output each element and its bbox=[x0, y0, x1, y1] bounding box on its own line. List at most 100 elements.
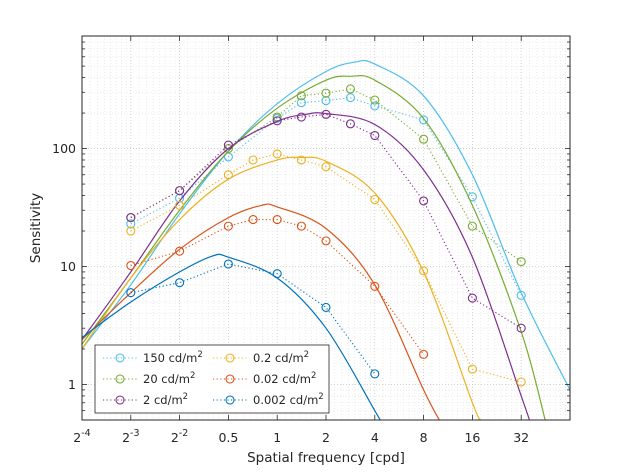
fit-curve bbox=[82, 156, 482, 420]
series-4 bbox=[82, 203, 440, 420]
fit-curve bbox=[82, 112, 531, 420]
legend-label: 0.002 cd/m2 bbox=[253, 392, 324, 407]
data-point bbox=[321, 88, 331, 98]
ticks: 2-4 2-3 2-2 0.5 1 2 4 8 16 32 1 10 100 bbox=[52, 36, 570, 445]
data-point bbox=[321, 236, 331, 246]
legend-label: 0.02 cd/m2 bbox=[253, 371, 316, 386]
x-tick-label: 0.5 bbox=[218, 430, 238, 445]
data-point bbox=[516, 377, 526, 387]
data-point bbox=[345, 84, 355, 94]
data-point bbox=[419, 134, 429, 144]
x-tick-label: 16 bbox=[464, 430, 480, 445]
legend-marker bbox=[115, 353, 125, 363]
legend-item: 0.2 cd/m2 bbox=[213, 350, 309, 365]
legend-marker bbox=[115, 395, 125, 405]
x-tick-label: 2 bbox=[322, 430, 330, 445]
legend-marker bbox=[225, 395, 235, 405]
data-line bbox=[130, 219, 425, 355]
data-point bbox=[296, 112, 306, 122]
data-point bbox=[223, 140, 233, 150]
data-point bbox=[321, 109, 331, 119]
legend-label: 20 cd/m2 bbox=[143, 371, 195, 386]
data-point bbox=[175, 200, 185, 210]
series-3 bbox=[82, 149, 526, 420]
data-point bbox=[370, 101, 380, 111]
legend-marker bbox=[225, 353, 235, 363]
data-point bbox=[126, 288, 136, 298]
data-point bbox=[370, 130, 380, 141]
data-point bbox=[419, 349, 429, 359]
legend: 150 cd/m2 20 cd/m2 2 cd/m2 0.2 cd/m2 0.02 cd… bbox=[94, 344, 330, 414]
legend-label: 2 cd/m2 bbox=[143, 392, 188, 407]
legend-item: 0.02 cd/m2 bbox=[213, 371, 316, 386]
data-line bbox=[130, 263, 376, 375]
series-layer bbox=[82, 59, 570, 420]
data-point bbox=[321, 162, 331, 172]
data-line bbox=[130, 153, 522, 383]
data-point bbox=[272, 269, 282, 279]
data-point bbox=[248, 155, 258, 165]
data-point bbox=[248, 215, 258, 225]
data-point bbox=[467, 221, 477, 231]
y-tick-label: 100 bbox=[52, 141, 76, 156]
data-point bbox=[419, 266, 429, 276]
legend-label: 0.2 cd/m2 bbox=[253, 350, 309, 365]
series-2 bbox=[82, 109, 531, 420]
data-point bbox=[223, 221, 233, 231]
data-point bbox=[370, 194, 380, 205]
legend-label: 150 cd/m2 bbox=[143, 350, 203, 365]
legend-item: 20 cd/m2 bbox=[103, 371, 195, 386]
data-point bbox=[175, 186, 185, 196]
data-point bbox=[345, 119, 355, 129]
data-point bbox=[126, 219, 136, 229]
y-tick-label: 1 bbox=[68, 377, 76, 392]
data-point bbox=[272, 149, 282, 159]
data-point bbox=[467, 364, 477, 374]
data-point bbox=[296, 98, 306, 108]
data-point bbox=[419, 196, 429, 206]
data-point bbox=[516, 257, 526, 267]
x-tick-label: 2-3 bbox=[122, 428, 139, 445]
legend-item: 0.002 cd/m2 bbox=[213, 392, 324, 407]
data-point bbox=[272, 116, 282, 126]
fit-curve bbox=[82, 253, 381, 420]
data-point bbox=[467, 293, 477, 303]
fit-curve bbox=[82, 59, 570, 391]
data-point bbox=[296, 91, 306, 101]
data-point bbox=[370, 369, 380, 379]
data-point bbox=[296, 221, 306, 231]
x-tick-label: 2-2 bbox=[171, 428, 188, 445]
data-point bbox=[175, 278, 185, 288]
data-point bbox=[321, 302, 331, 312]
series-0 bbox=[82, 59, 570, 391]
series-5 bbox=[82, 253, 381, 420]
data-point bbox=[223, 170, 233, 180]
x-tick-label: 4 bbox=[371, 430, 379, 445]
data-point bbox=[370, 95, 380, 105]
data-point bbox=[419, 115, 429, 125]
data-point bbox=[175, 246, 185, 256]
data-line bbox=[130, 88, 522, 263]
legend-item: 2 cd/m2 bbox=[103, 392, 188, 407]
legend-marker bbox=[115, 374, 125, 384]
x-tick-label: 8 bbox=[420, 430, 428, 445]
legend-item: 150 cd/m2 bbox=[103, 350, 203, 365]
data-point bbox=[516, 323, 526, 333]
y-axis-label: Sensitivity bbox=[28, 193, 44, 263]
x-tick-label: 32 bbox=[513, 430, 529, 445]
data-point bbox=[370, 281, 380, 291]
data-line bbox=[130, 97, 522, 296]
data-point bbox=[296, 155, 306, 165]
legend-box bbox=[94, 344, 330, 414]
legend-marker bbox=[225, 374, 235, 384]
data-point bbox=[516, 290, 526, 300]
fit-curve bbox=[82, 203, 440, 420]
x-tick-label: 1 bbox=[273, 430, 281, 445]
x-tick-label: 2-4 bbox=[73, 428, 90, 445]
fit-curve bbox=[82, 74, 546, 420]
series-1 bbox=[82, 74, 546, 420]
data-point bbox=[272, 215, 282, 225]
data-point bbox=[126, 213, 136, 223]
x-axis-label: Spatial frequency [cpd] bbox=[247, 450, 405, 466]
data-point bbox=[126, 226, 136, 236]
